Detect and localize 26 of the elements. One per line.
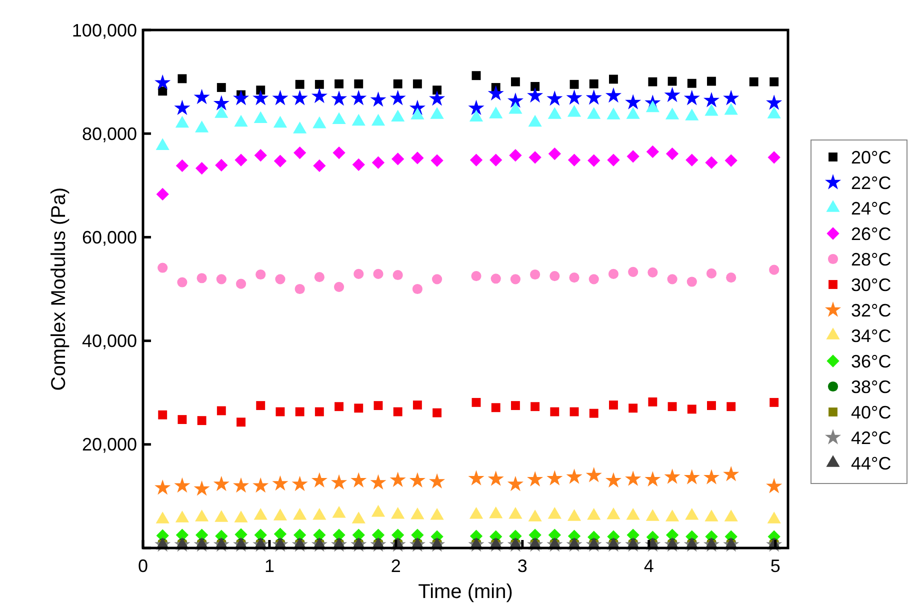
legend-label: 40°C <box>851 402 892 422</box>
y-tick-label: 100,000 <box>72 20 137 40</box>
legend-label: 42°C <box>851 428 892 448</box>
legend-label: 38°C <box>851 376 892 397</box>
x-tick-label: 1 <box>264 556 274 576</box>
y-axis-title: Complex Modulus (Pa) <box>48 187 70 391</box>
legend-label: 20°C <box>851 147 892 168</box>
legend-label: 30°C <box>851 274 892 295</box>
legend-label: 34°C <box>851 326 892 346</box>
x-tick-label: 0 <box>138 556 148 576</box>
legend-label: 32°C <box>851 300 892 320</box>
y-tick-label: 60,000 <box>82 228 137 248</box>
legend-label: 26°C <box>851 224 892 244</box>
y-tick-label: 80,000 <box>82 124 137 144</box>
legend-label: 22°C <box>851 172 892 193</box>
y-tick-label: 20,000 <box>82 434 137 455</box>
y-tick-label: 40,000 <box>82 331 137 352</box>
x-tick-label: 2 <box>390 556 401 576</box>
x-tick-label: 5 <box>770 556 780 576</box>
x-tick-label: 4 <box>644 556 654 576</box>
x-tick-label: 3 <box>517 556 528 576</box>
x-axis-title: Time (min) <box>418 581 513 603</box>
legend-label: 24°C <box>851 198 892 218</box>
legend-label: 36°C <box>851 351 892 372</box>
legend-label: 28°C <box>851 249 892 270</box>
legend-label: 44°C <box>851 453 892 474</box>
